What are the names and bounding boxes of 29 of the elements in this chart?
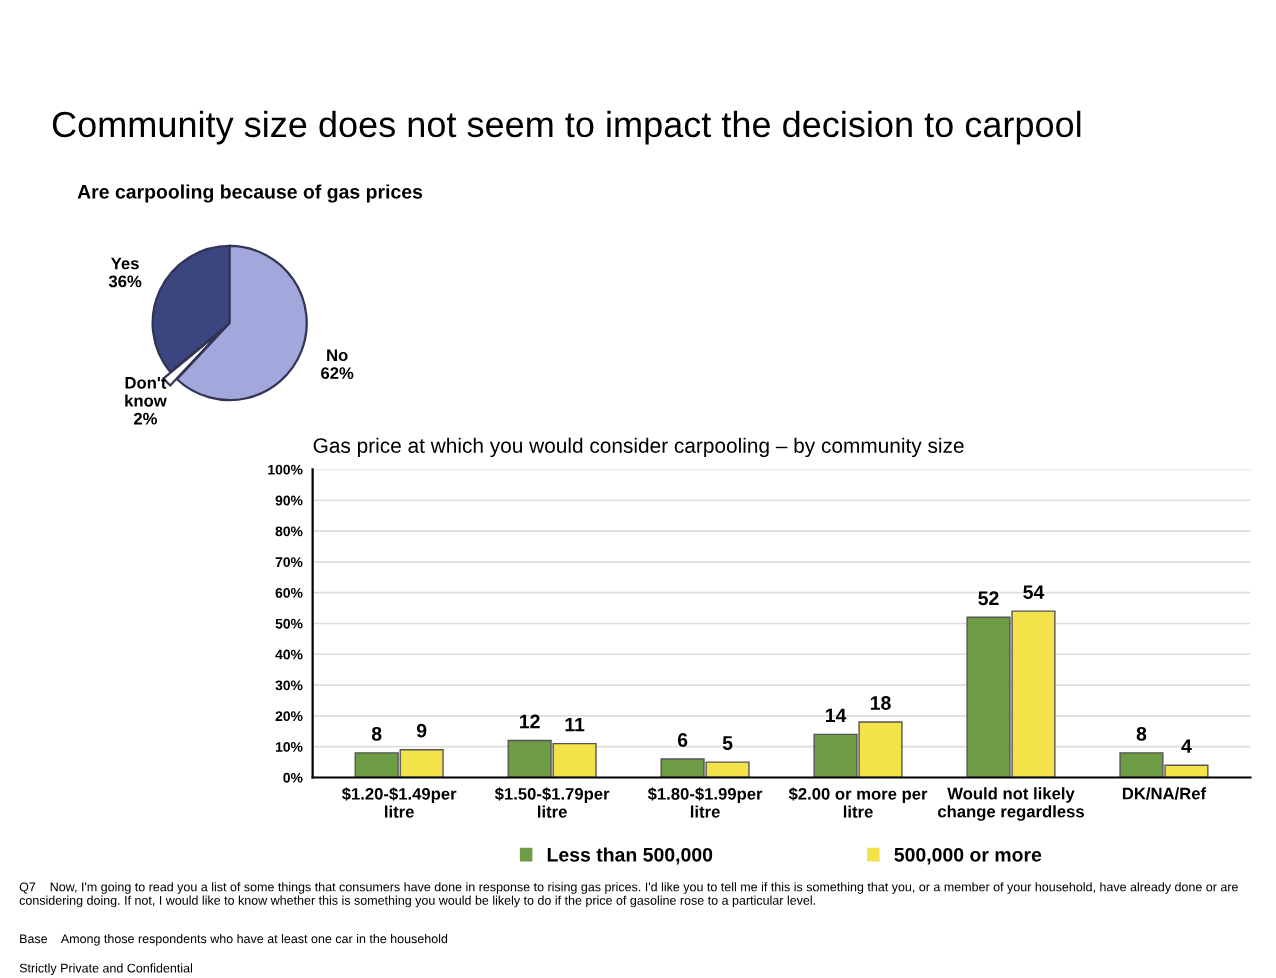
data-label: 54: [1023, 585, 1045, 599]
chart-title: Gas price at which you would consider carpooling – by community size: [313, 437, 964, 458]
chart-title: Are carpooling because of gas prices: [77, 184, 423, 203]
x-tick-label: $1.80-$1.99per litre: [647, 787, 763, 818]
slice-label: No: [327, 349, 348, 362]
x-tick-label: $2.00 or more per litre: [788, 787, 928, 818]
data-label: 14: [825, 708, 847, 723]
data-label: 2%: [133, 412, 158, 425]
data-label: 9: [416, 723, 427, 738]
data-label: 52: [978, 591, 999, 606]
legend-label: Less than 500,000: [547, 847, 713, 865]
data-label: 11: [565, 717, 585, 732]
x-tick-label: DK/NA/Ref: [1122, 787, 1207, 800]
data-label: 8: [371, 726, 382, 741]
data-label: 12: [520, 714, 540, 729]
data-label: 62%: [321, 367, 354, 380]
x-tick-label: $1.20-$1.49per litre: [341, 787, 457, 818]
data-label: 4: [1181, 739, 1192, 753]
slice-label: Yes: [111, 257, 139, 270]
text: Community size does not seem to impact the decision to carpool: [52, 110, 1081, 145]
data-label: 6: [677, 733, 688, 747]
data-label: 8: [1136, 726, 1147, 741]
x-tick-label: Would not likely change regardless: [938, 787, 1084, 821]
data-label: 5: [722, 736, 733, 750]
x-tick-label: $1.50-$1.79per litre: [494, 787, 610, 818]
data-label: 36%: [108, 275, 142, 288]
legend-label: 500,000 or more: [894, 847, 1042, 865]
data-label: 18: [870, 696, 891, 710]
slice-label: Don't know: [125, 377, 167, 407]
